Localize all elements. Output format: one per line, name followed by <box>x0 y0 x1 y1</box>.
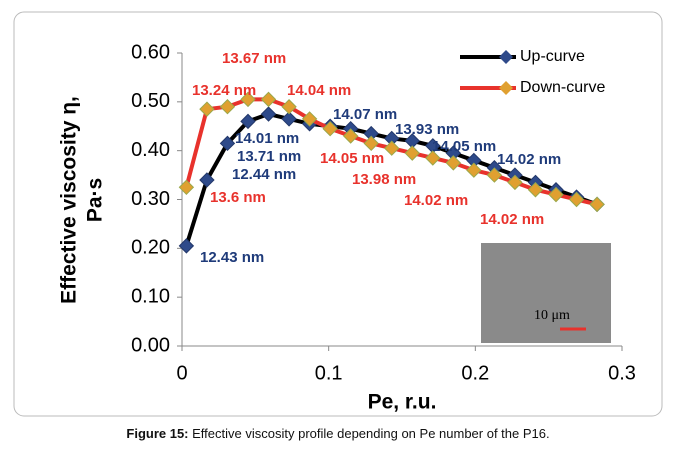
inset-image <box>481 243 611 343</box>
y-tick-label: 0.40 <box>131 139 170 161</box>
y-tick-label: 0.50 <box>131 90 170 112</box>
marker <box>260 91 277 108</box>
marker <box>199 101 215 117</box>
annotation: 13.93 nm <box>395 121 459 138</box>
x-tick-label: 0.2 <box>461 362 489 384</box>
marker <box>281 99 297 115</box>
marker <box>178 179 195 195</box>
annotation: 13.24 nm <box>192 82 256 99</box>
marker <box>301 111 318 127</box>
caption: Figure 15: Effective viscosity profile d… <box>0 426 676 441</box>
caption-label: Figure 15: <box>126 426 189 441</box>
annotation: 14.04 nm <box>287 82 351 99</box>
marker <box>568 191 585 208</box>
x-axis-label: Pe, r.u. <box>368 391 437 414</box>
marker <box>219 99 236 115</box>
legend-label: Up-curve <box>520 48 585 65</box>
annotation: 12.44 nm <box>232 166 296 183</box>
marker <box>589 196 605 213</box>
y-tick-label: 0.00 <box>131 334 170 356</box>
annotation: 14.02 nm <box>497 151 561 168</box>
annotation: 12.43 nm <box>200 249 264 266</box>
marker <box>178 238 195 254</box>
annotation: 14.01 nm <box>235 130 299 147</box>
marker <box>384 140 400 156</box>
marker <box>507 174 523 191</box>
marker <box>219 135 236 152</box>
marker <box>199 172 215 188</box>
marker <box>322 120 338 137</box>
annotation: 14.05 nm <box>320 150 384 167</box>
y-tick-label: 0.60 <box>131 41 170 63</box>
y-axis-label: Pa·s <box>84 178 107 222</box>
legend-marker <box>499 81 513 95</box>
x-tick-label: 0.3 <box>608 362 636 384</box>
inset-label: 10 μm <box>534 308 570 323</box>
marker <box>425 150 441 166</box>
marker <box>527 182 544 198</box>
y-axis-label: Effective viscosity η, <box>58 96 81 304</box>
marker <box>240 91 256 108</box>
x-tick-label: 0 <box>176 362 187 384</box>
marker <box>548 186 564 203</box>
marker <box>466 162 482 178</box>
marker <box>260 106 277 122</box>
marker <box>363 135 379 152</box>
marker <box>404 145 420 161</box>
caption-text: Effective viscosity profile depending on… <box>188 426 550 441</box>
chart: Effective viscosity η, Pa·s Pe, r.u. 10 … <box>13 11 663 417</box>
annotation: 13.67 nm <box>222 50 286 67</box>
marker <box>486 167 503 183</box>
y-tick-label: 0.20 <box>131 237 170 259</box>
annotation: 13.71 nm <box>237 148 301 165</box>
annotation: 14.07 nm <box>333 106 397 123</box>
annotation: 13.98 nm <box>352 171 416 188</box>
marker <box>281 111 297 127</box>
marker <box>445 155 462 171</box>
marker <box>240 113 256 130</box>
annotation: 13.6 nm <box>210 189 266 206</box>
legend-marker <box>499 50 513 64</box>
annotation: 14.02 nm <box>404 192 468 209</box>
x-tick-label: 0.1 <box>315 362 343 384</box>
y-tick-label: 0.10 <box>131 285 170 307</box>
y-tick-label: 0.30 <box>131 188 170 210</box>
marker <box>342 128 359 144</box>
annotation: 14.02 nm <box>480 211 544 228</box>
legend-label: Down-curve <box>520 79 605 96</box>
annotation: 14.05 nm <box>432 138 496 155</box>
frame <box>13 11 663 417</box>
